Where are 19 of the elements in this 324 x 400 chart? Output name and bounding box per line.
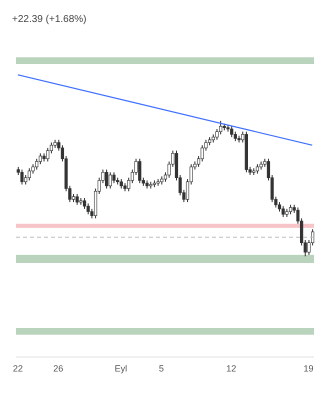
candlestick [120,178,123,190]
x-tick-label: 5 [158,363,164,374]
candlestick [230,126,234,138]
candlestick [282,206,285,218]
x-tick-label: 12 [226,363,236,374]
candlestick [76,193,79,206]
candlestick [138,158,142,184]
candlestick [288,204,292,215]
candlestick [28,168,31,181]
x-tick-label: 22 [12,363,23,374]
candlestick [256,164,260,174]
x-tick-label: Eyl [114,363,128,374]
x-tick-label: 19 [303,363,314,374]
candlestick [104,169,108,190]
x-tick-label: 26 [53,363,64,374]
candlestick [112,172,116,184]
text: +22.39 (+1.68%) [11,13,88,25]
candlestick [20,169,24,185]
candlestick [108,172,112,190]
